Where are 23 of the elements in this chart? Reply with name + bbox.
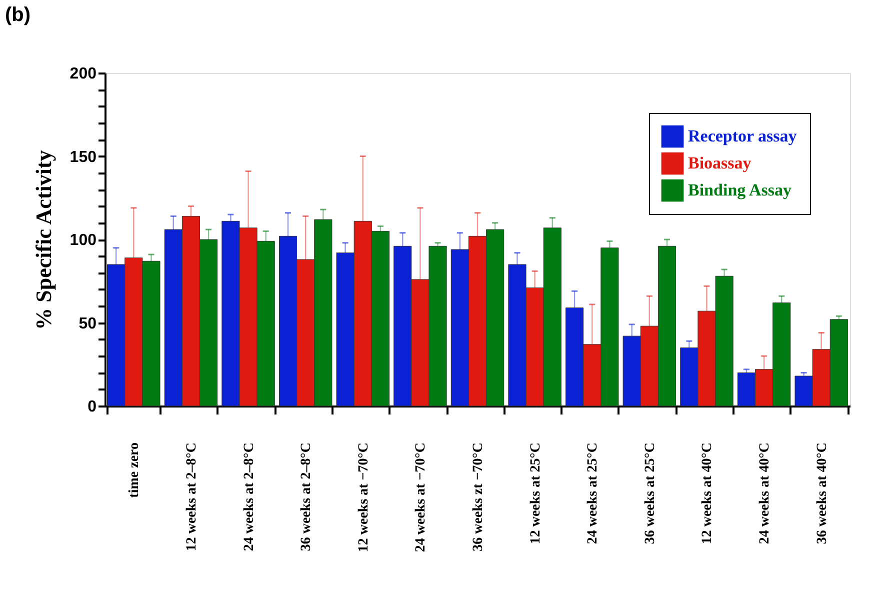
x-tick-label: 12 weeks at −70°C [356,442,372,552]
y-tick-label: 200 [70,66,97,82]
legend-label: Bioassay [688,154,752,172]
x-tick-label: 24 weeks at 2–8°C [242,442,257,552]
x-tick-label: 36 weeks zt −70°C [471,442,486,552]
x-tick-label: 36 weeks at 25°C [642,442,658,544]
legend-label: Binding Assay [688,180,792,200]
x-tick-label: 12 weeks at 40°C [700,442,716,544]
x-tick-label: 12 weeks at 25°C [528,442,544,544]
x-tick-label: 36 weeks at 2–8°C [299,442,314,552]
legend-label: Receptor assay [688,126,798,146]
x-tick-label: 24 weeks at 40°C [758,442,773,544]
x-tick-label: 24 weeks at 25°C [586,442,601,544]
x-tick-label: 24 weeks at −70°C [414,442,429,552]
x-tick-label: 36 weeks at 40°C [814,442,830,544]
x-tick-label: 12 weeks at 2–8°C [184,442,200,552]
y-tick-label: 0 [88,398,97,416]
chart-title: (b) [5,4,31,26]
y-tick-label: 150 [70,148,97,166]
y-tick-label: 100 [70,232,97,249]
y-tick-label: 50 [78,315,97,332]
x-tick-label: time zero [127,442,142,498]
y-axis-title: % Specific Activity [30,150,56,330]
